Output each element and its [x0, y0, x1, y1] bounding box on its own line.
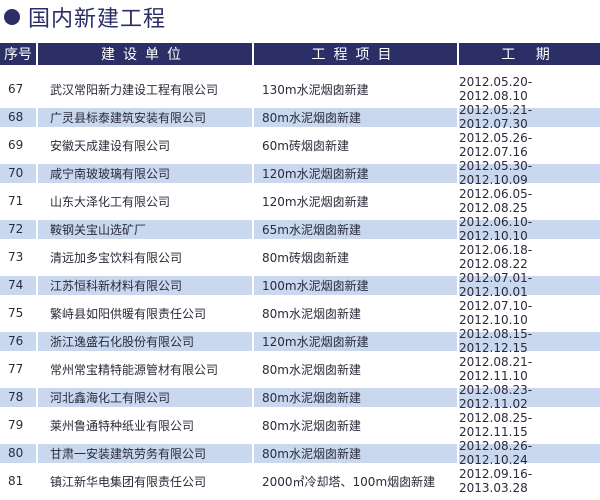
cell-project: 2000㎡冷却塔、100m烟囱新建	[262, 474, 436, 489]
cell-company: 江苏恒科新材料有限公司	[38, 275, 252, 295]
table-row: 71 山东大泽化工有限公司 120m水泥烟囱新建 2012.06.05-2012.08…	[0, 187, 600, 215]
table-row: 74 江苏恒科新材料有限公司 100m水泥烟囱新建 2012.07.01-2012.1…	[0, 271, 600, 299]
cell-no: 74	[0, 275, 36, 295]
cell-project: 80m水泥烟囱新建	[254, 443, 457, 463]
cell-period: 2012.05.21-2012.07.30	[459, 103, 600, 131]
table-row: 67 武汉常阳新力建设工程有限公司 130m水泥烟囱新建 2012.05.20-201…	[0, 75, 600, 103]
cell-company: 鞍钢关宝山选矿厂	[38, 219, 252, 239]
cell-no: 79	[8, 418, 24, 432]
cell-no: 67	[8, 82, 24, 96]
cell-company: 甘肃一安装建筑劳务有限公司	[38, 443, 252, 463]
cell-company: 咸宁南玻玻璃有限公司	[38, 163, 252, 183]
cell-period: 2012.06.10-2012.10.10	[459, 215, 600, 243]
cell-period: 2012.09.16-2013.03.28	[459, 467, 533, 495]
projects-table: 序号 建设单位 工程项目 工 期 67 武汉常阳新力建设工程有限公司 130m水泥烟…	[0, 43, 600, 495]
header-period: 工 期	[459, 43, 600, 65]
cell-period: 2012.08.15-2012.12.15	[459, 327, 600, 355]
cell-no: 71	[8, 194, 24, 208]
bullet-icon	[4, 9, 20, 25]
cell-project: 80m砖烟囱新建	[262, 250, 349, 265]
cell-project: 60m砖烟囱新建	[262, 138, 349, 153]
cell-period: 2012.08.25-2012.11.15	[459, 411, 533, 439]
cell-company: 武汉常阳新力建设工程有限公司	[50, 82, 219, 97]
section-title-text: 国内新建工程	[28, 7, 167, 32]
table-row: 73 清远加多宝饮料有限公司 80m砖烟囱新建 2012.06.18-2012.08.…	[0, 243, 600, 271]
header-no: 序号	[0, 43, 36, 65]
table-row: 69 安徽天成建设有限公司 60m砖烟囱新建 2012.05.26-2012.07.1…	[0, 131, 600, 159]
table-row: 77 常州常宝精特能源管材有限公司 80m水泥烟囱新建 2012.08.21-2012…	[0, 355, 600, 383]
cell-period: 2012.08.23-2012.11.02	[459, 383, 600, 411]
cell-project: 65m水泥烟囱新建	[254, 219, 457, 239]
cell-project: 80m水泥烟囱新建	[254, 387, 457, 407]
cell-project: 80m水泥烟囱新建	[262, 362, 361, 377]
table-row: 76 浙江逸盛石化股份有限公司 120m水泥烟囱新建 2012.08.15-2012.…	[0, 327, 600, 355]
cell-project: 120m水泥烟囱新建	[254, 163, 457, 183]
cell-company: 常州常宝精特能源管材有限公司	[50, 362, 219, 377]
cell-project: 80m水泥烟囱新建	[262, 418, 361, 433]
cell-project: 120m水泥烟囱新建	[262, 194, 369, 209]
cell-period: 2012.06.18-2012.08.22	[459, 243, 533, 271]
section-title: 国内新建工程	[4, 2, 166, 32]
cell-no: 72	[0, 219, 36, 239]
cell-no: 76	[0, 331, 36, 351]
cell-period: 2012.08.21-2012.11.10	[459, 355, 533, 383]
table-row: 81 镇江新华电集团有限责任公司 2000㎡冷却塔、100m烟囱新建 2012.09.…	[0, 467, 600, 495]
table-row: 68 广灵县标泰建筑安装有限公司 80m水泥烟囱新建 2012.05.21-2012.…	[0, 103, 600, 131]
cell-company: 莱州鲁通特种纸业有限公司	[50, 418, 195, 433]
table-row: 70 咸宁南玻玻璃有限公司 120m水泥烟囱新建 2012.05.30-2012.10…	[0, 159, 600, 187]
cell-company: 安徽天成建设有限公司	[50, 138, 171, 153]
cell-period: 2012.05.20-2012.08.10	[459, 75, 533, 103]
cell-project: 100m水泥烟囱新建	[254, 275, 457, 295]
cell-no: 78	[0, 387, 36, 407]
cell-no: 73	[8, 250, 24, 264]
cell-company: 河北鑫海化工有限公司	[38, 387, 252, 407]
cell-project: 120m水泥烟囱新建	[254, 331, 457, 351]
table-row: 78 河北鑫海化工有限公司 80m水泥烟囱新建 2012.08.23-2012.11.…	[0, 383, 600, 411]
cell-no: 80	[0, 443, 36, 463]
table-row: 72 鞍钢关宝山选矿厂 65m水泥烟囱新建 2012.06.10-2012.10.10	[0, 215, 600, 243]
cell-project: 80m水泥烟囱新建	[254, 107, 457, 127]
cell-project: 130m水泥烟囱新建	[262, 82, 369, 97]
cell-company: 广灵县标泰建筑安装有限公司	[38, 107, 252, 127]
cell-period: 2012.08.26-2012.10.24	[459, 439, 600, 467]
header-project: 工程项目	[254, 43, 457, 65]
cell-no: 69	[8, 138, 24, 152]
header-company: 建设单位	[38, 43, 252, 65]
cell-period: 2012.07.01-2012.10.01	[459, 271, 600, 299]
cell-no: 77	[8, 362, 24, 376]
cell-project: 80m水泥烟囱新建	[262, 306, 361, 321]
cell-no: 81	[8, 474, 24, 488]
cell-period: 2012.07.10-2012.10.10	[459, 299, 533, 327]
cell-period: 2012.06.05-2012.08.25	[459, 187, 533, 215]
table-row: 80 甘肃一安装建筑劳务有限公司 80m水泥烟囱新建 2012.08.26-2012.…	[0, 439, 600, 467]
table-row: 79 莱州鲁通特种纸业有限公司 80m水泥烟囱新建 2012.08.25-2012.1…	[0, 411, 600, 439]
cell-company: 浙江逸盛石化股份有限公司	[38, 331, 252, 351]
cell-no: 70	[0, 163, 36, 183]
table-row: 75 繁峙县如阳供暖有限责任公司 80m水泥烟囱新建 2012.07.10-2012.…	[0, 299, 600, 327]
table-header: 序号 建设单位 工程项目 工 期	[0, 43, 600, 65]
cell-period: 2012.05.26-2012.07.16	[459, 131, 533, 159]
cell-no: 68	[0, 107, 36, 127]
cell-company: 清远加多宝饮料有限公司	[50, 250, 183, 265]
cell-company: 山东大泽化工有限公司	[50, 194, 171, 209]
cell-no: 75	[8, 306, 24, 320]
cell-period: 2012.05.30-2012.10.09	[459, 159, 600, 187]
cell-company: 镇江新华电集团有限责任公司	[50, 474, 207, 489]
cell-company: 繁峙县如阳供暖有限责任公司	[50, 306, 207, 321]
